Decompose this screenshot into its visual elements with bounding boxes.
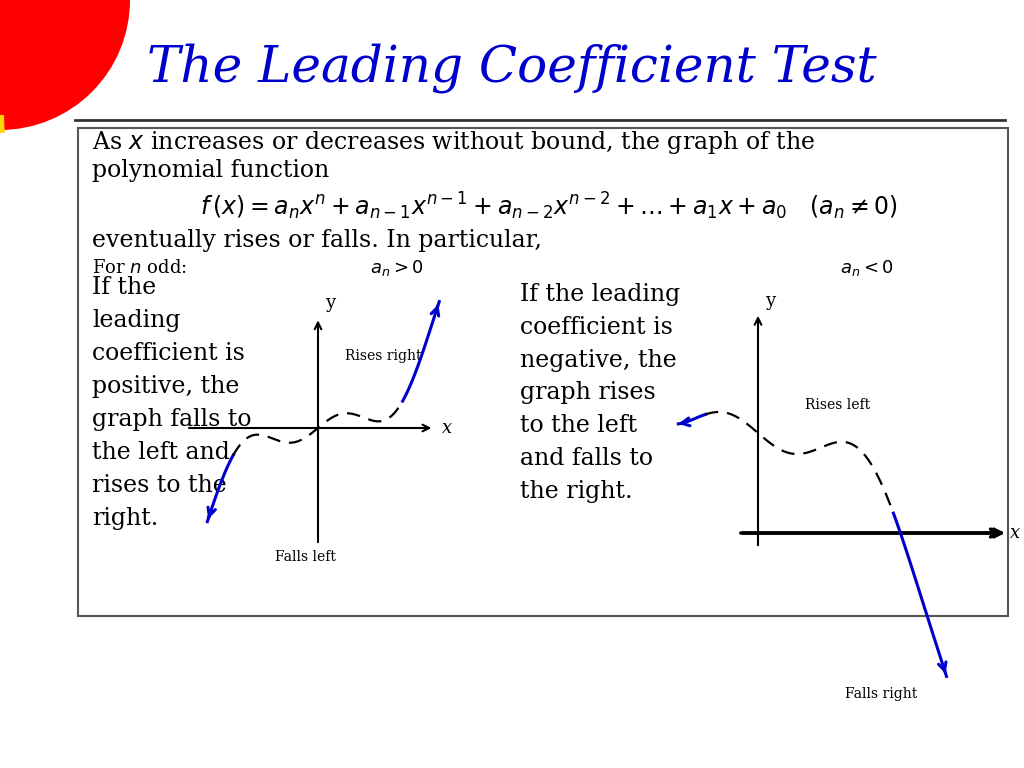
Text: polynomial function: polynomial function bbox=[92, 160, 330, 183]
Wedge shape bbox=[0, 114, 5, 133]
Text: $a_n < 0$: $a_n < 0$ bbox=[840, 258, 894, 278]
Text: Falls left: Falls left bbox=[275, 550, 336, 564]
Text: If the
leading
coefficient is
positive, the
graph falls to
the left and
rises to: If the leading coefficient is positive, … bbox=[92, 276, 252, 530]
Text: $f\,(x) = a_n x^n + a_{n-1}x^{n-1} + a_{n-2}x^{n-2} +\ldots+ a_1x + a_0 \quad (a: $f\,(x) = a_n x^n + a_{n-1}x^{n-1} + a_{… bbox=[200, 190, 898, 222]
Text: eventually rises or falls. In particular,: eventually rises or falls. In particular… bbox=[92, 230, 542, 253]
Text: As $x$ increases or decreases without bound, the graph of the: As $x$ increases or decreases without bo… bbox=[92, 130, 815, 157]
FancyBboxPatch shape bbox=[78, 128, 1008, 616]
Text: y: y bbox=[765, 292, 775, 310]
Text: Rises left: Rises left bbox=[805, 398, 870, 412]
Text: x: x bbox=[442, 419, 453, 437]
Wedge shape bbox=[0, 0, 130, 130]
Text: If the leading
coefficient is
negative, the
graph rises
to the left
and falls to: If the leading coefficient is negative, … bbox=[520, 283, 680, 503]
Text: For $n$ odd:: For $n$ odd: bbox=[92, 259, 187, 277]
Text: The Leading Coefficient Test: The Leading Coefficient Test bbox=[147, 43, 877, 93]
Text: $a_n > 0$: $a_n > 0$ bbox=[370, 258, 424, 278]
Text: y: y bbox=[325, 294, 335, 313]
Text: Falls right: Falls right bbox=[845, 687, 918, 701]
Text: x: x bbox=[1010, 524, 1020, 542]
Text: Rises right: Rises right bbox=[345, 349, 421, 363]
